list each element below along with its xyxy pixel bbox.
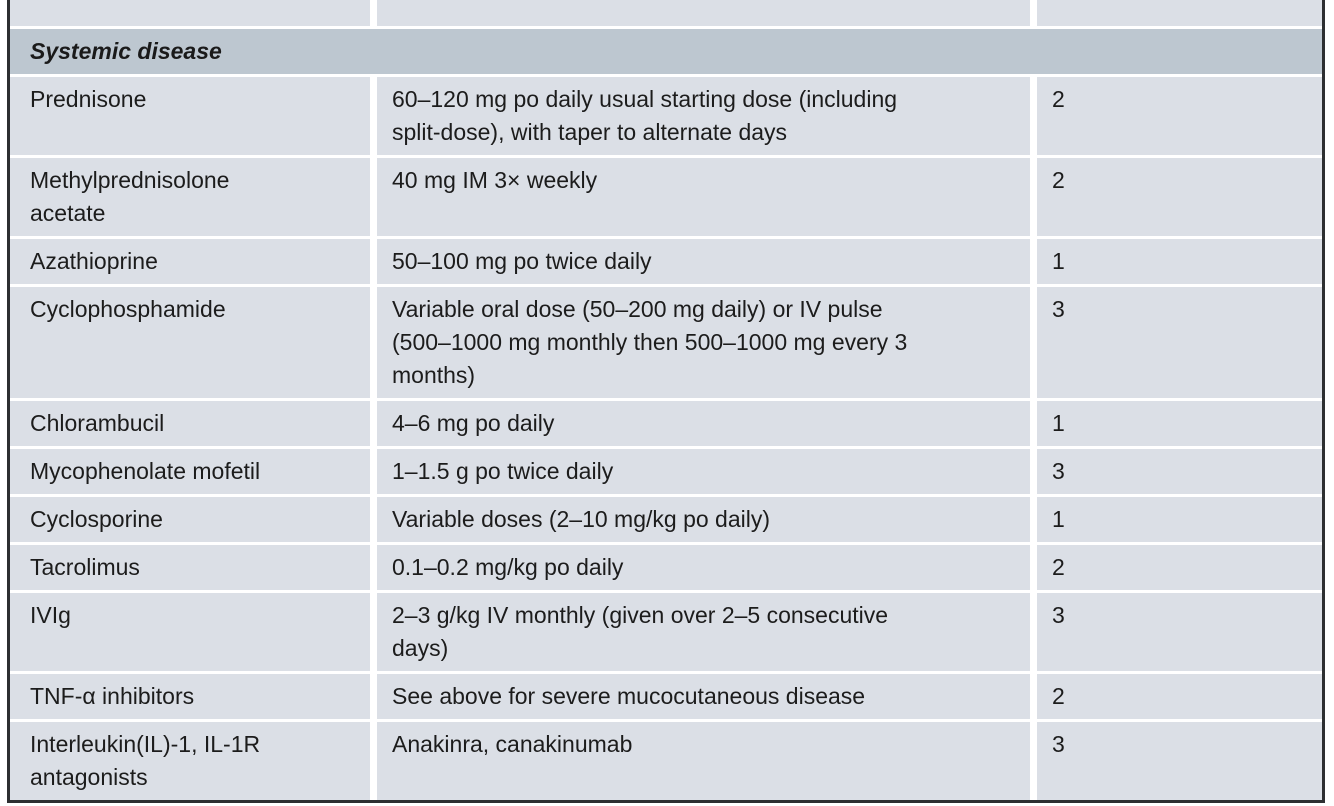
grade-cell: 2 — [1037, 545, 1322, 590]
clipped-grade-cell — [1037, 0, 1322, 26]
clipped-row — [10, 0, 1322, 26]
table-row: TNF-α inhibitors See above for severe mu… — [10, 674, 1322, 719]
grade-cell: 2 — [1037, 77, 1322, 155]
therapy-cell: Methylprednisolone acetate — [10, 158, 370, 236]
therapy-cell: Chlorambucil — [10, 401, 370, 446]
table-row: Cyclosporine Variable doses (2–10 mg/kg … — [10, 497, 1322, 542]
therapy-cell: Azathioprine — [10, 239, 370, 284]
table-row: IVIg 2–3 g/kg IV monthly (given over 2–5… — [10, 593, 1322, 671]
dose-cell: 4–6 mg po daily — [377, 401, 1030, 446]
therapy-cell: Cyclophosphamide — [10, 287, 370, 398]
dose-cell: 1–1.5 g po twice daily — [377, 449, 1030, 494]
dose-cell: 40 mg IM 3× weekly — [377, 158, 1030, 236]
grade-cell: 3 — [1037, 722, 1322, 800]
therapy-cell: Cyclosporine — [10, 497, 370, 542]
table-row: Prednisone 60–120 mg po daily usual star… — [10, 77, 1322, 155]
section-header-row: Systemic disease — [10, 29, 1322, 74]
table-row: Cyclophosphamide Variable oral dose (50–… — [10, 287, 1322, 398]
table-row: Mycophenolate mofetil 1–1.5 g po twice d… — [10, 449, 1322, 494]
dose-cell: Variable oral dose (50–200 mg daily) or … — [377, 287, 1030, 398]
dose-cell: 0.1–0.2 mg/kg po daily — [377, 545, 1030, 590]
therapy-cell: Mycophenolate mofetil — [10, 449, 370, 494]
dose-cell: See above for severe mucocutaneous disea… — [377, 674, 1030, 719]
table-row: Chlorambucil 4–6 mg po daily 1 — [10, 401, 1322, 446]
dose-cell: 50–100 mg po twice daily — [377, 239, 1030, 284]
table-row: Interleukin(IL)-1, IL-1R antagonists Ana… — [10, 722, 1322, 800]
clipped-dose-cell — [377, 0, 1030, 26]
grade-cell: 1 — [1037, 497, 1322, 542]
grade-cell: 3 — [1037, 449, 1322, 494]
dose-cell: Anakinra, canakinumab — [377, 722, 1030, 800]
clipped-therapy-cell — [10, 0, 370, 26]
grade-cell: 2 — [1037, 158, 1322, 236]
therapy-cell: Tacrolimus — [10, 545, 370, 590]
treatment-table: Systemic disease Prednisone 60–120 mg po… — [7, 0, 1325, 803]
therapy-cell: TNF-α inhibitors — [10, 674, 370, 719]
table-row: Azathioprine 50–100 mg po twice daily 1 — [10, 239, 1322, 284]
grade-cell: 2 — [1037, 674, 1322, 719]
section-header-label: Systemic disease — [10, 29, 1322, 74]
therapy-cell: Interleukin(IL)-1, IL-1R antagonists — [10, 722, 370, 800]
grade-cell: 1 — [1037, 239, 1322, 284]
grade-cell: 3 — [1037, 593, 1322, 671]
therapy-cell: IVIg — [10, 593, 370, 671]
dose-cell: Variable doses (2–10 mg/kg po daily) — [377, 497, 1030, 542]
table-row: Methylprednisolone acetate 40 mg IM 3× w… — [10, 158, 1322, 236]
table-row: Tacrolimus 0.1–0.2 mg/kg po daily 2 — [10, 545, 1322, 590]
grade-cell: 3 — [1037, 287, 1322, 398]
dose-cell: 60–120 mg po daily usual starting dose (… — [377, 77, 1030, 155]
dose-cell: 2–3 g/kg IV monthly (given over 2–5 cons… — [377, 593, 1030, 671]
therapy-cell: Prednisone — [10, 77, 370, 155]
grade-cell: 1 — [1037, 401, 1322, 446]
